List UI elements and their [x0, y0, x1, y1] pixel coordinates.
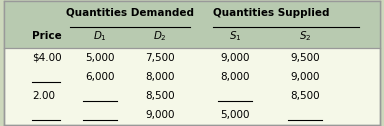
FancyBboxPatch shape — [4, 1, 380, 48]
Text: 9,000: 9,000 — [145, 110, 175, 120]
Text: 6,000: 6,000 — [85, 72, 114, 82]
Text: $D_1$: $D_1$ — [93, 30, 107, 43]
Text: 8,000: 8,000 — [220, 72, 250, 82]
Text: $S_1$: $S_1$ — [229, 30, 242, 43]
Text: 9,000: 9,000 — [290, 72, 319, 82]
Text: 8,500: 8,500 — [145, 91, 175, 101]
FancyBboxPatch shape — [4, 1, 380, 125]
Text: 7,500: 7,500 — [145, 53, 175, 63]
Text: 8,500: 8,500 — [290, 91, 320, 101]
Text: 9,000: 9,000 — [220, 53, 250, 63]
Text: $S_2$: $S_2$ — [299, 30, 311, 43]
Text: 2.00: 2.00 — [32, 91, 55, 101]
Text: 9,500: 9,500 — [290, 53, 320, 63]
Text: 5,000: 5,000 — [85, 53, 114, 63]
Text: $D_2$: $D_2$ — [153, 30, 167, 43]
Text: 8,000: 8,000 — [145, 72, 175, 82]
Text: Quantities Supplied: Quantities Supplied — [213, 8, 329, 18]
Text: 5,000: 5,000 — [220, 110, 250, 120]
Text: Quantities Demanded: Quantities Demanded — [66, 8, 194, 18]
Text: Price: Price — [32, 32, 62, 41]
Text: $4.00: $4.00 — [32, 53, 62, 63]
